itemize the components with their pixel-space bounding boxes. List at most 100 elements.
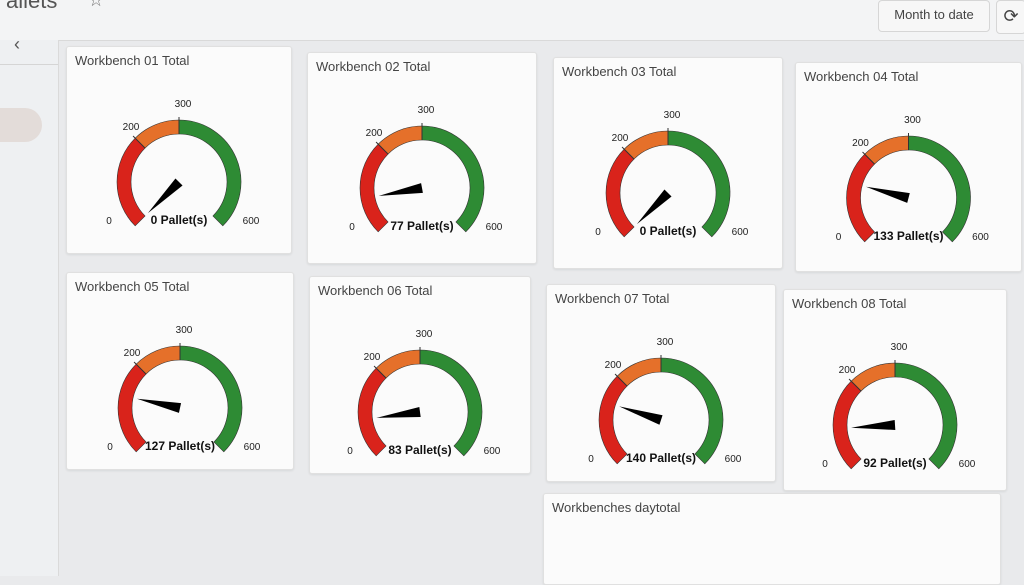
gauge-readout: 83 Pallet(s) — [388, 443, 451, 457]
gauge-band — [377, 125, 423, 155]
gauge-band — [359, 143, 389, 233]
card-title: Workbench 02 Total — [316, 59, 431, 74]
gauge-band — [894, 362, 958, 470]
gauge-tick-label: 600 — [732, 227, 749, 238]
gauge-needle — [619, 406, 663, 425]
page-title: allets — [6, 0, 58, 13]
gauge-tick-label: 200 — [612, 133, 629, 144]
gauge-band — [178, 119, 242, 227]
gauge-band — [616, 357, 662, 387]
gauge-band — [179, 345, 243, 453]
gauge-tick-label: 0 — [107, 442, 113, 453]
gauge-readout: 77 Pallet(s) — [390, 219, 453, 233]
gauge: 0 200 300 600 92 Pallet(s) — [822, 342, 976, 470]
gauge-tick-label: 200 — [366, 128, 383, 139]
gauge-card[interactable]: Workbench 01 Total 0 200 300 600 0 Pallet(s) — [66, 46, 292, 254]
gauge-needle — [636, 189, 672, 225]
gauge-tick-label: 0 — [106, 216, 112, 227]
gauge-band — [850, 362, 896, 392]
gauge-tick — [621, 146, 635, 160]
gauge-readout: 127 Pallet(s) — [145, 439, 215, 453]
gauge-tick-label: 0 — [836, 232, 842, 243]
daytotal-card: Workbenches daytotal — [543, 493, 1001, 585]
gauge-needle — [378, 183, 423, 196]
gauge-card[interactable]: Workbench 06 Total 0 200 300 600 83 Pallet(s) — [309, 276, 531, 474]
sidebar: ‹ — [0, 34, 59, 576]
gauge-band — [832, 380, 862, 470]
gauge-tick — [373, 365, 387, 379]
gauge-readout: 92 Pallet(s) — [863, 456, 926, 470]
gauge-needle — [376, 407, 421, 418]
gauge-band — [419, 349, 483, 457]
gauge: 0 200 300 600 0 Pallet(s) — [595, 110, 749, 238]
gauge-tick-label: 0 — [347, 446, 353, 457]
gauge-needle — [865, 186, 910, 203]
gauge-band — [135, 345, 181, 375]
gauge-band — [623, 130, 669, 160]
gauge-tick-label: 600 — [484, 446, 501, 457]
gauge-readout: 133 Pallet(s) — [873, 229, 943, 243]
gauge-needle — [147, 178, 183, 214]
gauge-card[interactable]: Workbench 08 Total 0 200 300 600 92 Pallet(s) — [783, 289, 1007, 491]
gauge: 0 200 300 600 83 Pallet(s) — [347, 329, 501, 457]
daytotal-title: Workbenches daytotal — [552, 500, 681, 515]
gauge-tick-label: 0 — [822, 459, 828, 470]
gauge: 0 200 300 600 0 Pallet(s) — [106, 99, 260, 227]
gauge-tick-label: 300 — [904, 115, 921, 126]
card-title: Workbench 04 Total — [804, 69, 919, 84]
gauge-card[interactable]: Workbench 03 Total 0 200 300 600 0 Pallet(s) — [553, 57, 783, 269]
gauge-card[interactable]: Workbench 02 Total 0 200 300 600 77 Pallet(s) — [307, 52, 537, 264]
gauge: 0 200 300 600 77 Pallet(s) — [349, 105, 503, 233]
gauge-tick-label: 300 — [175, 99, 192, 110]
gauge-tick — [848, 378, 862, 392]
gauge-band — [116, 137, 146, 227]
card-title: Workbench 08 Total — [792, 296, 907, 311]
gauge-tick-label: 200 — [123, 122, 140, 133]
gauge-card[interactable]: Workbench 07 Total 0 200 300 600 140 Pallet(s… — [546, 284, 776, 482]
gauge-tick-label: 200 — [852, 138, 869, 149]
gauge-tick-label: 600 — [972, 232, 989, 243]
gauge-band — [134, 119, 180, 149]
gauge-card[interactable]: Workbench 05 Total 0 200 300 600 127 Pallet(s… — [66, 272, 294, 470]
gauge-needle — [851, 420, 896, 430]
card-title: Workbench 06 Total — [318, 283, 433, 298]
gauge-band — [357, 367, 387, 457]
gauge-readout: 0 Pallet(s) — [151, 213, 208, 227]
card-title: Workbench 01 Total — [75, 53, 190, 68]
gauge-tick-label: 200 — [124, 348, 141, 359]
gauge-needle — [136, 398, 182, 413]
sidebar-item-active[interactable] — [0, 108, 42, 142]
gauge-tick — [862, 151, 875, 165]
gauge-tick-label: 600 — [725, 454, 742, 465]
star-icon[interactable]: ☆ — [88, 0, 105, 10]
gauge-band — [598, 375, 628, 465]
gauge-tick-label: 200 — [839, 365, 856, 376]
gauge-tick-label: 0 — [588, 454, 594, 465]
gauge-tick — [132, 135, 146, 149]
gauge-tick — [614, 373, 628, 387]
date-range-button[interactable]: Month to date — [878, 0, 990, 32]
gauge-tick-label: 300 — [416, 329, 433, 340]
gauge-band — [660, 357, 724, 465]
gauge-tick-label: 300 — [176, 325, 193, 336]
gauge-tick-label: 200 — [364, 352, 381, 363]
gauge-tick-label: 600 — [486, 222, 503, 233]
refresh-icon[interactable]: ⟳ — [996, 0, 1024, 34]
gauge-card[interactable]: Workbench 04 Total 0 200 300 600 133 Pallet(s… — [795, 62, 1022, 272]
gauge-tick — [133, 361, 147, 375]
gauge-tick-label: 300 — [664, 110, 681, 121]
gauge-band — [864, 135, 909, 165]
gauge-band — [375, 349, 421, 379]
gauge-tick-label: 0 — [595, 227, 601, 238]
gauge-band — [605, 148, 635, 238]
gauge-tick-label: 300 — [418, 105, 435, 116]
gauge-tick-label: 0 — [349, 222, 355, 233]
gauge-tick — [375, 141, 389, 155]
chevron-left-icon[interactable]: ‹ — [14, 34, 20, 54]
gauge-tick-label: 200 — [605, 360, 622, 371]
gauge-band — [908, 135, 971, 243]
card-title: Workbench 07 Total — [555, 291, 670, 306]
gauge-tick-label: 600 — [243, 216, 260, 227]
gauge-tick-label: 300 — [891, 342, 908, 353]
gauge: 0 200 300 600 140 Pallet(s) — [588, 337, 742, 465]
